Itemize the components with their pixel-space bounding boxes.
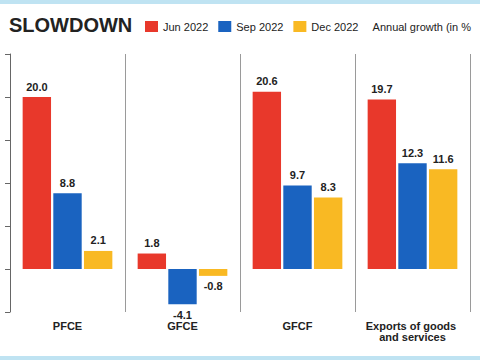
svg-text:8.8: 8.8 xyxy=(60,177,75,189)
svg-text:1.8: 1.8 xyxy=(144,237,159,249)
svg-text:20.6: 20.6 xyxy=(256,75,277,87)
svg-text:PFCE: PFCE xyxy=(53,320,82,332)
svg-text:2.1: 2.1 xyxy=(91,234,106,246)
svg-text:and services: and services xyxy=(379,331,446,343)
svg-text:12.3: 12.3 xyxy=(402,147,423,159)
svg-text:9.7: 9.7 xyxy=(290,169,305,181)
svg-text:Annual growth (in %: Annual growth (in % xyxy=(373,21,472,33)
svg-text:GFCE: GFCE xyxy=(167,320,198,332)
svg-text:-0.8: -0.8 xyxy=(204,280,223,292)
svg-text:8.3: 8.3 xyxy=(321,181,336,193)
svg-text:Dec 2022: Dec 2022 xyxy=(311,21,358,33)
svg-text:Exports of goods: Exports of goods xyxy=(365,319,460,332)
svg-text:Jun 2022: Jun 2022 xyxy=(163,21,208,33)
svg-text:GFCF: GFCF xyxy=(283,320,313,332)
svg-text:20.0: 20.0 xyxy=(26,81,47,93)
svg-text:SLOWDOWN: SLOWDOWN xyxy=(9,14,132,36)
svg-text:-4.1: -4.1 xyxy=(173,309,192,321)
svg-text:19.7: 19.7 xyxy=(371,83,392,95)
svg-text:11.6: 11.6 xyxy=(433,153,454,165)
svg-text:Sep 2022: Sep 2022 xyxy=(236,21,283,33)
